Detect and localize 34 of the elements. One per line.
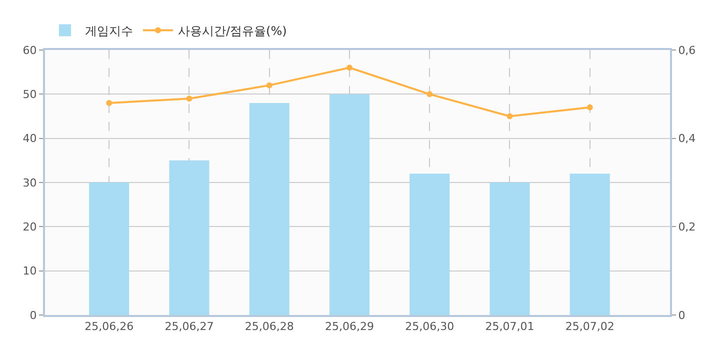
bar <box>570 174 610 315</box>
x-tick-label: 25,07,01 <box>485 320 534 334</box>
y2-tick-label: 0,2 <box>678 220 696 234</box>
y-tick-label: 40 <box>22 132 37 146</box>
point <box>506 113 513 120</box>
y-tick-label: 0 <box>30 308 37 322</box>
y-tick-label: 20 <box>22 220 37 234</box>
y2-tick-label: 0 <box>678 308 686 322</box>
x-tick-label: 25,06,26 <box>84 320 134 334</box>
x-tick-label: 25,06,28 <box>244 320 294 334</box>
x-tick-label: 25,06,29 <box>325 320 374 334</box>
bar <box>329 94 370 315</box>
legend-label: 사용시간/점유율(%) <box>178 24 287 38</box>
y2-tick-label: 0,6 <box>678 44 696 57</box>
legend-label: 게임지수 <box>85 24 133 38</box>
y-tick-label: 30 <box>22 176 37 190</box>
y-tick-label: 50 <box>22 88 37 102</box>
bar <box>89 182 130 315</box>
point <box>106 100 112 106</box>
x-tick-label: 25,07,02 <box>565 320 614 334</box>
y-tick-label: 60 <box>22 44 37 57</box>
point <box>426 91 433 98</box>
bar <box>169 160 210 315</box>
x-tick-label: 25,06,30 <box>405 320 454 334</box>
point <box>266 82 272 88</box>
bar <box>410 174 450 315</box>
y2-tick-label: 0,4 <box>678 132 696 146</box>
bar <box>249 103 290 315</box>
point <box>186 96 192 102</box>
x-tick-label: 25,06,27 <box>164 320 214 334</box>
point <box>346 64 352 71</box>
point <box>586 104 593 110</box>
bar <box>490 182 530 315</box>
y-tick-label: 10 <box>22 264 37 278</box>
